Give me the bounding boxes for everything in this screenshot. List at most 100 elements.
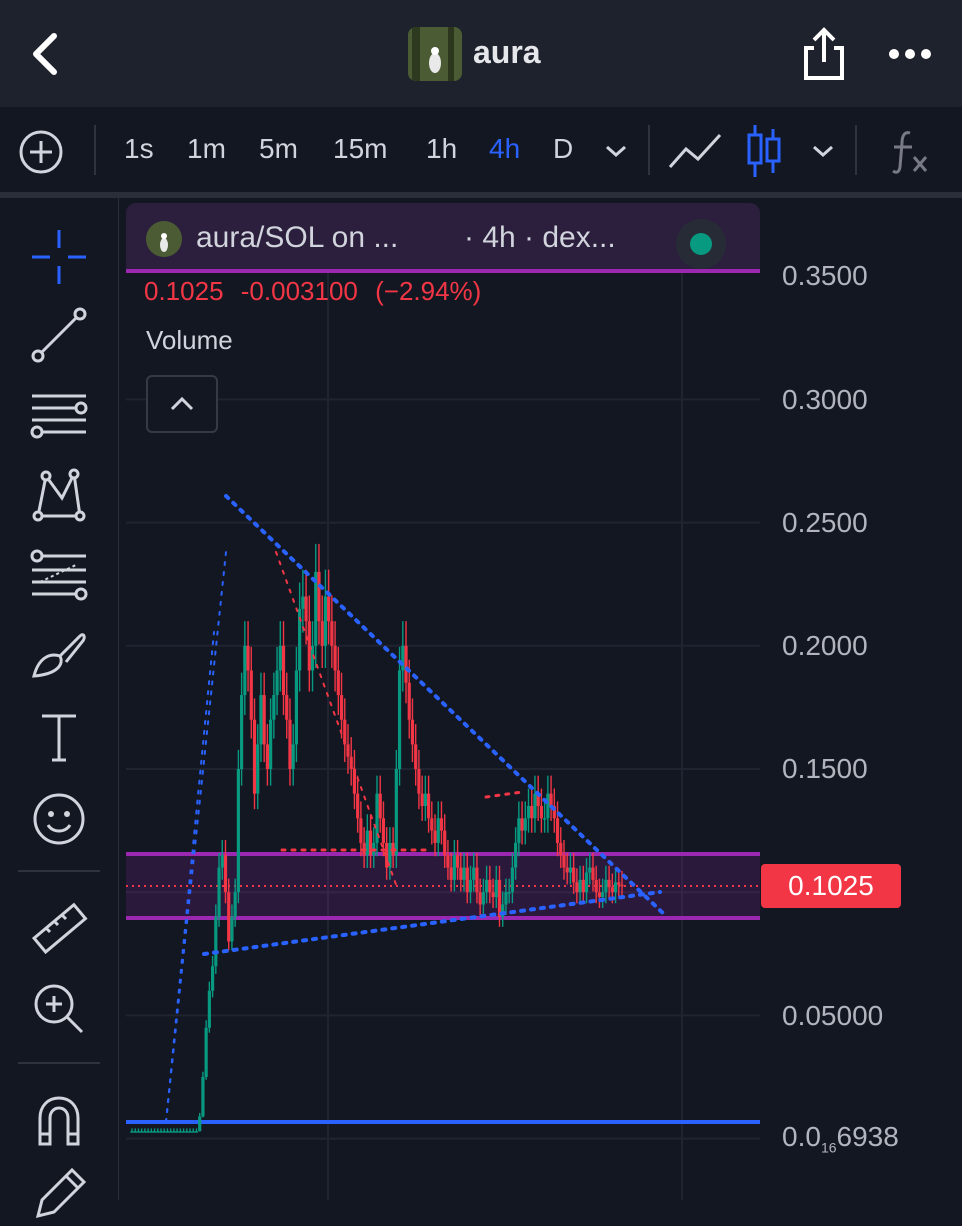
candle-body xyxy=(430,818,434,831)
collapse-button[interactable] xyxy=(146,375,218,433)
y-axis-label: 0.3000 xyxy=(782,384,868,415)
timeframe-1h[interactable]: 1h xyxy=(426,133,458,164)
candle-body xyxy=(539,805,544,819)
candle-body xyxy=(559,842,563,856)
timeframe-1s[interactable]: 1s xyxy=(124,133,154,164)
zoom-in-icon[interactable] xyxy=(28,978,90,1040)
candle-body xyxy=(217,867,221,917)
chevron-down-icon[interactable] xyxy=(811,143,835,159)
legend-symbol: aura/SOL on ... xyxy=(196,221,399,254)
volume-label: Volume xyxy=(146,325,233,355)
candle-body xyxy=(578,879,582,893)
y-axis-label: 0.2000 xyxy=(782,630,868,661)
candle-body xyxy=(514,842,518,868)
candle-body xyxy=(314,571,318,646)
candle-body xyxy=(546,793,550,819)
candle-body xyxy=(572,867,576,883)
chevron-left-icon[interactable] xyxy=(24,30,68,78)
candle-body xyxy=(310,645,315,671)
ruler-icon[interactable] xyxy=(28,898,90,960)
horizontal-lines-icon[interactable] xyxy=(28,384,90,446)
y-axis-label-bottom: 0.0166938 xyxy=(782,1121,899,1156)
crosshair-icon[interactable] xyxy=(28,226,90,288)
emoji-icon[interactable] xyxy=(28,788,90,850)
candle-body xyxy=(591,867,595,880)
y-axis-label: 0.05000 xyxy=(782,1000,884,1031)
candle-body xyxy=(568,867,573,873)
candle-body xyxy=(343,719,347,745)
candle-body xyxy=(230,916,234,942)
text-icon[interactable] xyxy=(28,706,90,768)
candle-body xyxy=(588,867,592,873)
legend-underline xyxy=(126,269,760,273)
candle-body xyxy=(575,882,579,893)
candle-body xyxy=(240,695,244,769)
candle-body xyxy=(436,818,440,843)
current-price-tag: 0.1025 xyxy=(761,864,901,908)
fib-retracement-icon[interactable] xyxy=(28,544,90,606)
candle-body xyxy=(397,670,402,769)
function-icon[interactable] xyxy=(888,127,934,177)
legend-meta: · 4h · dex... xyxy=(464,221,616,254)
candle-body xyxy=(233,892,237,917)
candle-body xyxy=(552,805,556,819)
candle-body xyxy=(359,818,363,843)
candle-body xyxy=(143,1131,147,1133)
candle-body xyxy=(323,596,328,646)
more-horizontal-icon[interactable] xyxy=(888,44,932,64)
candle-body xyxy=(204,1027,208,1077)
candle-body xyxy=(130,1131,134,1133)
timeframe-d[interactable]: D xyxy=(553,133,574,164)
resistance-level xyxy=(484,790,524,799)
pencil-icon[interactable] xyxy=(28,1164,90,1226)
y-axis-label-prefix: 0.0 xyxy=(782,1121,821,1152)
candle-body xyxy=(607,879,611,888)
price-chart[interactable] xyxy=(126,202,962,1200)
candle-body xyxy=(227,892,231,942)
candle-body xyxy=(494,879,498,898)
candle-body xyxy=(294,670,299,745)
symbol-legend[interactable]: aura/SOL on ... · 4h · dex... xyxy=(126,203,760,269)
pattern-icon[interactable] xyxy=(28,464,90,526)
legend-change-pct: (−2.94%) xyxy=(375,276,482,306)
candle-body xyxy=(394,769,398,856)
timeframe-5m[interactable]: 5m xyxy=(259,133,298,164)
candle-body xyxy=(259,695,263,745)
timeframe-4h[interactable]: 4h xyxy=(489,133,521,164)
candle-body xyxy=(201,1077,205,1117)
price-change-row: 0.1025 -0.003100 (−2.94%) xyxy=(144,276,491,307)
timeframe-15m[interactable]: 15m xyxy=(333,133,388,164)
candlestick-series xyxy=(130,543,624,1133)
plus-circle-icon[interactable] xyxy=(18,129,64,175)
magnet-icon[interactable] xyxy=(28,1090,90,1152)
candle-body xyxy=(162,1131,166,1133)
candle-body xyxy=(475,867,479,893)
chevron-down-icon[interactable] xyxy=(604,143,628,159)
line-chart-icon[interactable] xyxy=(668,131,722,171)
candle-body xyxy=(136,1131,141,1133)
candle-body xyxy=(423,793,427,806)
chevron-up-icon xyxy=(170,396,194,411)
candle-body xyxy=(414,744,418,769)
live-status xyxy=(676,219,726,269)
candle-body xyxy=(298,608,302,671)
candle-body xyxy=(191,1131,195,1133)
candle-body xyxy=(175,1131,179,1133)
candle-body xyxy=(468,879,473,893)
candle-body xyxy=(375,793,379,843)
candle-body xyxy=(265,744,269,769)
y-axis-label: 0.2500 xyxy=(782,507,868,538)
candle-body xyxy=(610,887,614,893)
candle-body xyxy=(517,818,521,843)
candle-body xyxy=(617,882,621,885)
trendline-icon[interactable] xyxy=(28,304,90,366)
candle-body xyxy=(133,1131,137,1133)
candle-body xyxy=(181,1131,186,1133)
candlestick-icon[interactable] xyxy=(746,123,782,179)
toolbar-divider xyxy=(18,1062,100,1064)
candle-body xyxy=(278,645,282,671)
brush-icon[interactable] xyxy=(28,624,90,686)
candle-body xyxy=(214,916,218,967)
share-icon[interactable] xyxy=(800,26,848,82)
timeframe-1m[interactable]: 1m xyxy=(187,133,226,164)
